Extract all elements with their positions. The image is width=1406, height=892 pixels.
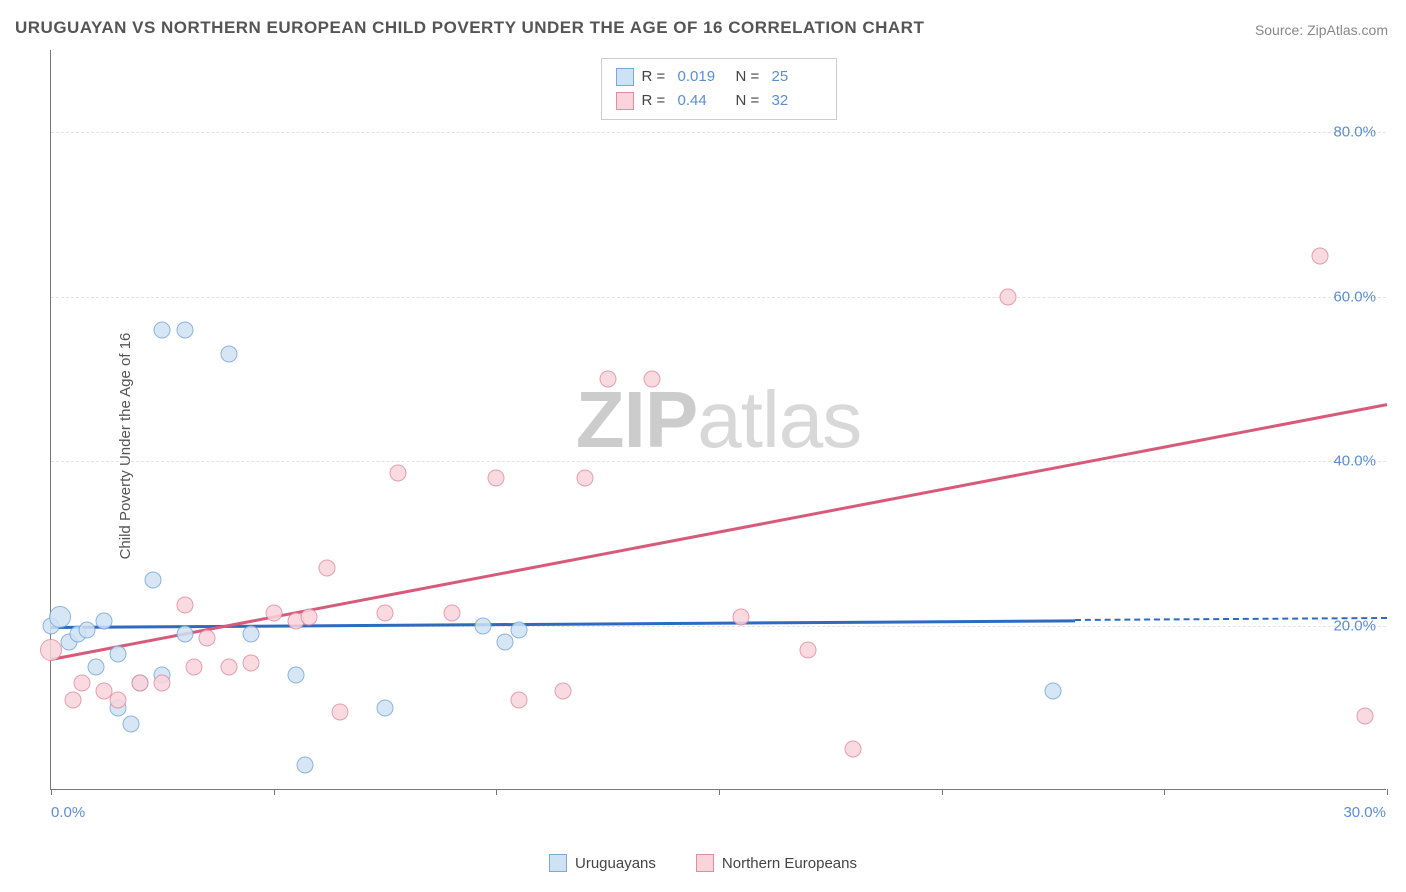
- scatter-point: [443, 605, 460, 622]
- scatter-point: [221, 346, 238, 363]
- y-tick-label: 40.0%: [1333, 453, 1376, 470]
- scatter-point: [577, 469, 594, 486]
- scatter-point: [87, 658, 104, 675]
- x-tick-label: 0.0%: [51, 804, 85, 821]
- scatter-point: [78, 621, 95, 638]
- gridline: [51, 297, 1386, 298]
- scatter-point: [377, 605, 394, 622]
- scatter-point: [390, 465, 407, 482]
- scatter-point: [844, 740, 861, 757]
- x-tick-mark: [51, 789, 52, 795]
- x-tick-mark: [1387, 789, 1388, 795]
- scatter-point: [474, 617, 491, 634]
- legend-row: R = 0.44 N = 32: [616, 89, 822, 113]
- source-label: Source: ZipAtlas.com: [1255, 22, 1388, 38]
- scatter-point: [287, 666, 304, 683]
- scatter-point: [49, 606, 71, 628]
- legend-swatch-icon: [696, 854, 714, 872]
- series-legend: Uruguayans Northern Europeans: [549, 854, 857, 872]
- scatter-point: [221, 658, 238, 675]
- scatter-point: [800, 642, 817, 659]
- scatter-point: [599, 370, 616, 387]
- scatter-point: [488, 469, 505, 486]
- scatter-point: [497, 634, 514, 651]
- scatter-point: [154, 675, 171, 692]
- x-tick-mark: [719, 789, 720, 795]
- legend-item: Uruguayans: [549, 854, 656, 872]
- scatter-point: [65, 691, 82, 708]
- gridline: [51, 461, 1386, 462]
- scatter-point: [1000, 288, 1017, 305]
- y-tick-label: 60.0%: [1333, 288, 1376, 305]
- scatter-point: [301, 609, 318, 626]
- legend-item: Northern Europeans: [696, 854, 857, 872]
- x-tick-mark: [496, 789, 497, 795]
- source-link[interactable]: ZipAtlas.com: [1307, 22, 1388, 38]
- scatter-point: [377, 699, 394, 716]
- scatter-point: [644, 370, 661, 387]
- scatter-point: [510, 691, 527, 708]
- scatter-point: [96, 613, 113, 630]
- scatter-point: [243, 654, 260, 671]
- scatter-point: [510, 621, 527, 638]
- scatter-point: [176, 597, 193, 614]
- scatter-point: [198, 629, 215, 646]
- trend-line: [51, 619, 1075, 628]
- scatter-point: [1045, 683, 1062, 700]
- scatter-point: [123, 716, 140, 733]
- x-tick-mark: [274, 789, 275, 795]
- y-tick-label: 20.0%: [1333, 617, 1376, 634]
- scatter-point: [176, 321, 193, 338]
- scatter-point: [555, 683, 572, 700]
- x-tick-mark: [942, 789, 943, 795]
- scatter-point: [243, 625, 260, 642]
- scatter-point: [265, 605, 282, 622]
- x-tick-label: 30.0%: [1343, 804, 1386, 821]
- scatter-point: [40, 639, 62, 661]
- scatter-point: [319, 560, 336, 577]
- scatter-point: [185, 658, 202, 675]
- scatter-point: [733, 609, 750, 626]
- scatter-point: [332, 703, 349, 720]
- chart-title: URUGUAYAN VS NORTHERN EUROPEAN CHILD POV…: [15, 18, 924, 38]
- legend-swatch-icon: [549, 854, 567, 872]
- scatter-point: [296, 757, 313, 774]
- legend-swatch-icon: [616, 92, 634, 110]
- scatter-point: [1312, 247, 1329, 264]
- scatter-point: [176, 625, 193, 642]
- scatter-point: [74, 675, 91, 692]
- scatter-point: [145, 572, 162, 589]
- scatter-point: [1356, 708, 1373, 725]
- scatter-point: [154, 321, 171, 338]
- plot-area: ZIPatlas R = 0.019 N = 25 R = 0.44 N = 3…: [50, 50, 1386, 790]
- y-tick-label: 80.0%: [1333, 124, 1376, 141]
- legend-row: R = 0.019 N = 25: [616, 65, 822, 89]
- correlation-legend: R = 0.019 N = 25 R = 0.44 N = 32: [601, 58, 837, 120]
- x-tick-mark: [1164, 789, 1165, 795]
- scatter-point: [109, 646, 126, 663]
- scatter-point: [109, 691, 126, 708]
- scatter-point: [132, 675, 149, 692]
- chart-container: URUGUAYAN VS NORTHERN EUROPEAN CHILD POV…: [0, 0, 1406, 892]
- gridline: [51, 132, 1386, 133]
- watermark: ZIPatlas: [576, 374, 861, 466]
- legend-swatch-icon: [616, 68, 634, 86]
